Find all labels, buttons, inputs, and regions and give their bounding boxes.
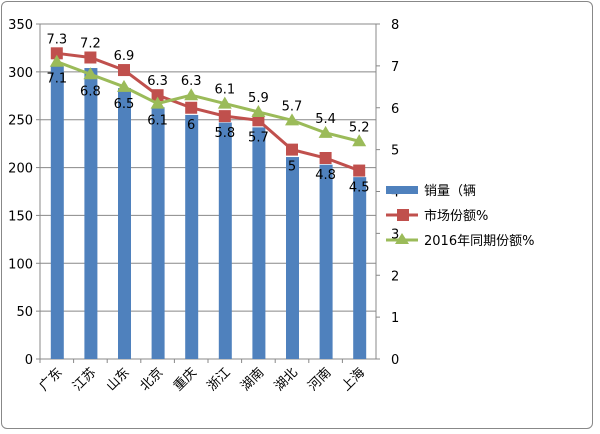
triangle-marker [251, 104, 266, 117]
bar [286, 157, 299, 359]
right-tick-label: 7 [391, 60, 399, 75]
data-label: 5.2 [349, 120, 370, 135]
x-tick-label: 河南 [305, 365, 335, 395]
series-line [56, 60, 360, 143]
square-marker [151, 89, 164, 102]
data-label: 6.5 [114, 97, 135, 112]
data-label: 7.2 [80, 37, 101, 52]
square-marker [218, 110, 231, 123]
x-tick-label: 浙江 [205, 365, 234, 394]
right-tick-label: 8 [391, 18, 399, 33]
square-marker [50, 47, 63, 60]
triangle-marker [318, 125, 333, 138]
left-tick-label: 250 [8, 114, 33, 129]
legend-triangle-marker [395, 233, 409, 244]
legend-label: 2016年同期份额% [424, 234, 534, 249]
left-tick-label: 0 [25, 353, 33, 368]
triangle-marker [184, 88, 199, 101]
left-tick-label: 50 [16, 305, 33, 320]
x-tick-label: 重庆 [170, 365, 200, 395]
data-label: 5.9 [248, 91, 269, 106]
data-label: 6.9 [114, 49, 135, 64]
square-marker [252, 114, 265, 127]
triangle-marker [285, 113, 299, 126]
square-marker [286, 143, 298, 156]
left-tick-label: 200 [8, 162, 33, 177]
x-tick-label: 北京 [137, 365, 166, 394]
data-label: 6.3 [181, 74, 202, 89]
left-tick-label: 100 [8, 257, 33, 272]
data-label: 6.8 [80, 84, 101, 99]
square-marker [118, 64, 130, 77]
data-label: 7.3 [46, 32, 67, 47]
triangle-marker [83, 67, 98, 80]
bar [319, 164, 333, 359]
x-tick-label: 上海 [339, 365, 368, 394]
bar [353, 177, 367, 359]
bar [84, 68, 98, 360]
legend-label: 市场份额% [424, 208, 488, 224]
triangle-marker [217, 96, 232, 109]
data-label: 5.8 [214, 126, 235, 141]
legend-swatch-bar [386, 186, 418, 194]
data-label: 7.1 [46, 72, 67, 87]
series-line [56, 51, 360, 172]
triangle-marker [49, 54, 64, 67]
square-marker [84, 51, 97, 64]
bar [118, 88, 131, 359]
data-label: 4.5 [349, 181, 370, 196]
data-label: 6.1 [147, 114, 168, 129]
square-marker [319, 152, 332, 164]
square-marker [185, 101, 198, 114]
x-tick-label: 湖南 [238, 365, 268, 395]
data-label: 6.3 [147, 74, 168, 89]
right-tick-label: 3 [391, 227, 399, 242]
chart-border [1, 1, 593, 429]
bar [151, 107, 165, 360]
data-label: 5 [288, 160, 296, 175]
right-tick-label: 0 [391, 353, 399, 368]
left-tick-label: 350 [8, 18, 33, 33]
bar [252, 127, 266, 359]
triangle-marker [117, 79, 131, 92]
legend-square-marker [397, 209, 409, 221]
right-tick-label: 1 [391, 311, 399, 326]
x-tick-label: 广东 [37, 365, 66, 394]
data-label: 5.7 [282, 99, 303, 114]
data-label: 5.7 [248, 130, 269, 145]
left-tick-label: 300 [8, 66, 33, 81]
data-label: 5.4 [315, 112, 336, 127]
triangle-marker [150, 96, 165, 109]
data-label: 4.8 [315, 168, 336, 183]
legend-label: 销量（辆 [424, 184, 476, 199]
left-tick-label: 150 [8, 209, 33, 224]
right-tick-label: 6 [391, 102, 399, 117]
data-label: 6.1 [214, 83, 235, 98]
bar [185, 114, 199, 359]
bar [50, 66, 64, 359]
bar [218, 122, 232, 359]
x-tick-label: 湖北 [272, 365, 301, 394]
triangle-marker [352, 134, 367, 147]
right-tick-label: 5 [391, 144, 399, 159]
data-label: 6 [187, 118, 195, 133]
x-tick-label: 江苏 [70, 365, 100, 395]
square-marker [353, 164, 366, 177]
right-tick-label: 2 [391, 269, 399, 284]
x-tick-label: 山东 [104, 365, 133, 394]
